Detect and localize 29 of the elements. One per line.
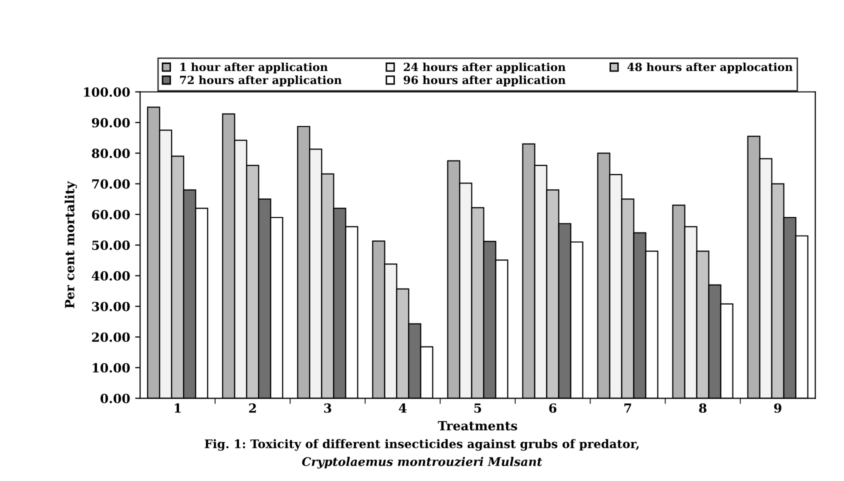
y-tick-label: 80.00 — [92, 148, 130, 158]
x-tick-label: 3 — [324, 403, 332, 413]
legend-label: 72 hours after application — [180, 76, 342, 86]
caption: Fig. 1: Toxicity of different insecticides against grubs of predator, — [204, 439, 639, 451]
y-tick-label: 100.00 — [84, 87, 130, 97]
y-tick-label: 50.00 — [92, 240, 130, 250]
y-tick-label: 40.00 — [92, 271, 130, 281]
x-tick-label: 5 — [474, 404, 482, 413]
y-tick-label: 20.00 — [92, 332, 130, 342]
y-tick-label: 30.00 — [92, 302, 130, 312]
legend-label: 48 hours after applocation — [627, 62, 793, 74]
y-tick-label: 0.00 — [100, 394, 130, 404]
legend-label: 24 hours after application — [404, 62, 566, 74]
x-tick-label: 1 — [174, 403, 181, 413]
x-tick-label: 7 — [624, 404, 632, 413]
text: Cryptolaemus montrouzieri Mulsant — [302, 456, 542, 469]
x-tick-label: 2 — [249, 403, 256, 413]
x-tick-label: 4 — [398, 403, 407, 413]
y-tick-label: 90.00 — [92, 118, 130, 128]
y-tick-label: 70.00 — [92, 179, 130, 189]
x-tick-label: 9 — [774, 403, 782, 413]
x-tick-label: 6 — [549, 403, 556, 413]
y-tick-label: 60.00 — [92, 210, 130, 220]
x-axis-title: Treatments — [438, 421, 518, 430]
legend-label: 96 hours after application — [404, 76, 566, 86]
x-tick-label: 8 — [699, 403, 706, 413]
legend-label: 1 hour after application — [180, 62, 328, 74]
y-axis-title: Per cent mortality — [64, 181, 77, 308]
y-tick-label: 10.00 — [92, 363, 130, 373]
